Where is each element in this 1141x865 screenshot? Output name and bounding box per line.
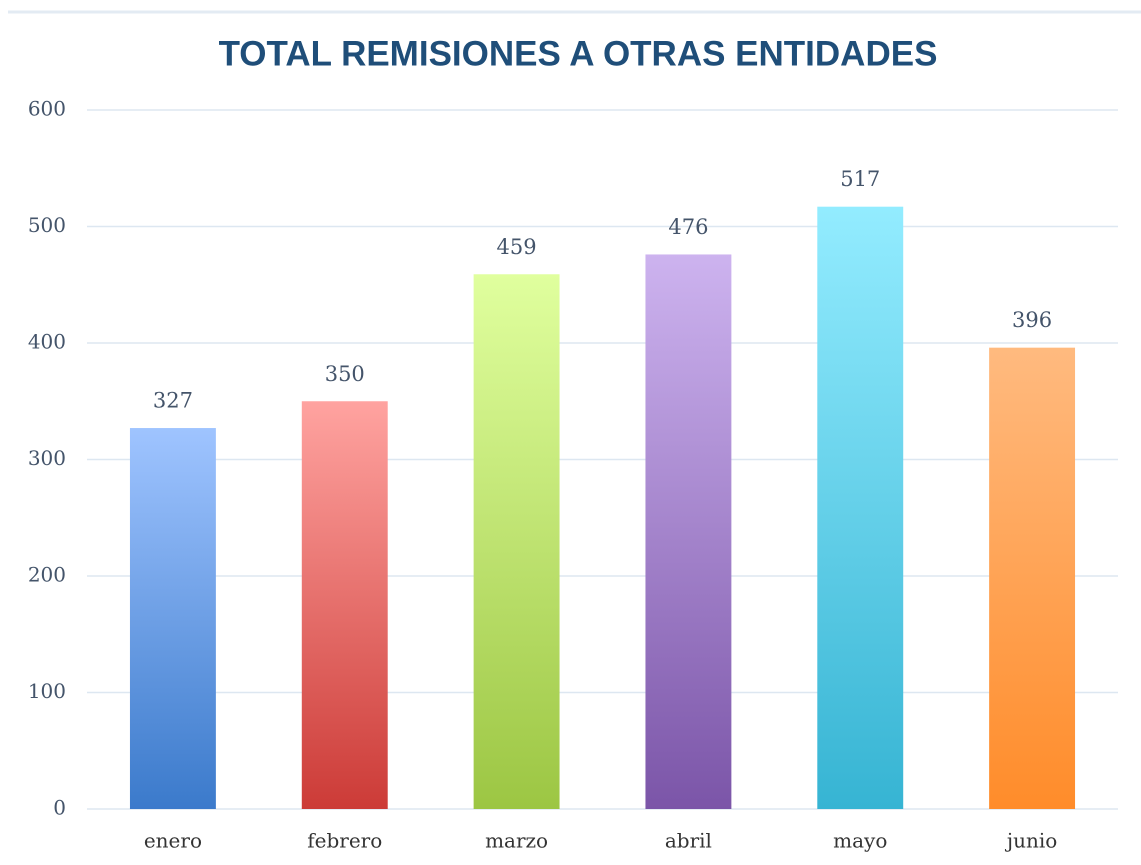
x-tick-label: enero [144, 829, 202, 853]
y-tick-label: 600 [28, 97, 66, 121]
bar [473, 274, 560, 809]
data-label: 350 [325, 362, 365, 386]
data-label: 517 [840, 167, 880, 191]
y-tick-label: 0 [53, 796, 66, 820]
x-tick-label: abril [665, 829, 712, 853]
data-label: 396 [1012, 308, 1052, 332]
bar [129, 428, 216, 809]
data-label: 327 [153, 389, 193, 413]
x-tick-label: junio [1005, 829, 1057, 853]
y-tick-label: 400 [28, 330, 66, 354]
bar [817, 206, 904, 809]
bar [645, 254, 732, 809]
bar [989, 347, 1076, 809]
y-tick-label: 200 [28, 563, 66, 587]
y-tick-label: 300 [28, 446, 66, 470]
y-tick-label: 100 [28, 679, 66, 703]
x-tick-label: marzo [485, 829, 548, 853]
x-tick-label: mayo [833, 829, 887, 853]
chart-title: TOTAL REMISIONES A OTRAS ENTIDADES [219, 34, 938, 73]
data-label: 459 [497, 235, 537, 259]
data-label: 476 [668, 215, 708, 239]
bar [301, 401, 388, 809]
y-tick-label: 500 [28, 213, 66, 237]
x-tick-label: febrero [307, 829, 382, 853]
